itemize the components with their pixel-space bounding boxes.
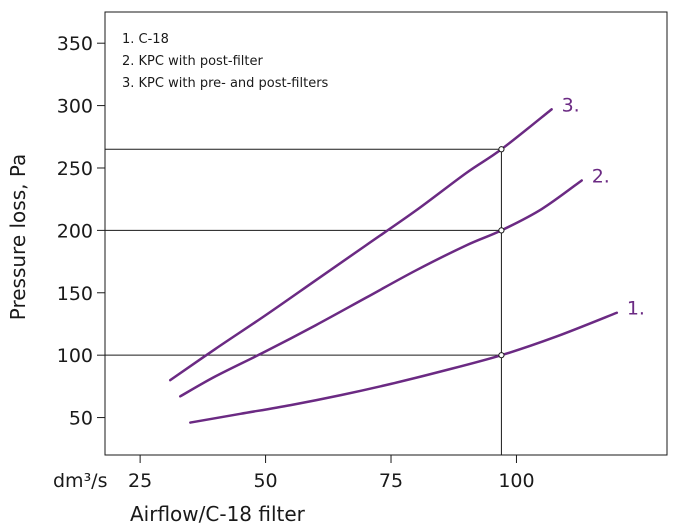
x-tick-label: 25 [128,470,152,492]
series-1-line [189,311,619,424]
y-tick-label: 250 [57,158,93,180]
x-axis-title: Airflow/C-18 filter [130,502,306,526]
y-tick-label: 200 [57,220,93,242]
x-axis-unit: dm³/s [53,470,108,492]
y-tick-label: 100 [57,345,93,367]
x-axis: 25 50 75 100 [128,455,535,492]
y-axis: 50 100 150 200 250 300 350 [57,33,105,430]
reference-lines [105,148,502,455]
legend: 1. C-18 2. KPC with post-filter 3. KPC w… [122,32,329,91]
x-tick-label: 50 [253,470,277,492]
legend-item-3: 3. KPC with pre- and post-filters [122,76,329,91]
reference-markers [498,146,505,359]
reference-point [498,146,505,153]
series-1-label: 1. [627,298,645,320]
y-tick-label: 50 [69,408,93,430]
legend-item-2: 2. KPC with post-filter [122,54,263,69]
series-2-line [179,179,583,398]
y-tick-label: 150 [57,283,93,305]
x-tick-label: 100 [498,470,534,492]
reference-point [498,227,505,234]
series-2-label: 2. [592,165,610,187]
plot-frame [104,11,668,456]
series-3-line [168,108,553,382]
y-tick-label: 300 [57,96,93,118]
reference-point [498,352,505,359]
legend-item-1: 1. C-18 [122,32,169,47]
series-3-label: 3. [562,94,580,116]
y-tick-label: 350 [57,33,93,55]
series-layer: 1. 2. 3. [168,94,645,424]
y-axis-title: Pressure loss, Pa [6,154,30,321]
x-tick-label: 75 [379,470,403,492]
